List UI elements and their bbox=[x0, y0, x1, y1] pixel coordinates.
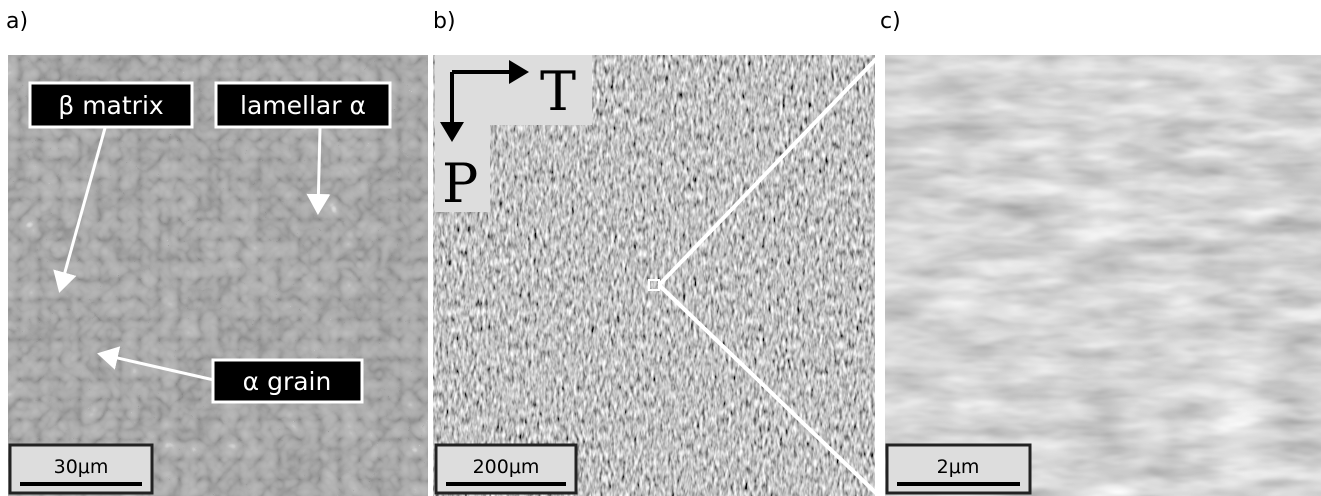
annotation: β matrix bbox=[58, 91, 163, 120]
annotation: lamellar α bbox=[240, 91, 366, 120]
panel-label: b) bbox=[433, 9, 456, 34]
micrograph bbox=[885, 55, 1321, 496]
scale-label: 200μm bbox=[473, 456, 540, 478]
scale-label: 30μm bbox=[54, 456, 109, 478]
panel-label: a) bbox=[6, 9, 28, 34]
panel-c: 2μm bbox=[885, 55, 1321, 496]
scale-label: 2μm bbox=[937, 456, 980, 478]
panel-b: T P 200μm bbox=[433, 55, 877, 496]
axis-label: P bbox=[442, 152, 478, 215]
arrow bbox=[318, 128, 320, 212]
annotation: α grain bbox=[243, 367, 332, 396]
panel-a: β matrix lamellar α α grain 30μm bbox=[8, 55, 428, 496]
panel-label: c) bbox=[880, 9, 901, 34]
figure: a) b) c) β matrix lamellar α α grain 30μ… bbox=[0, 0, 1321, 496]
axis-label: T bbox=[540, 60, 576, 123]
